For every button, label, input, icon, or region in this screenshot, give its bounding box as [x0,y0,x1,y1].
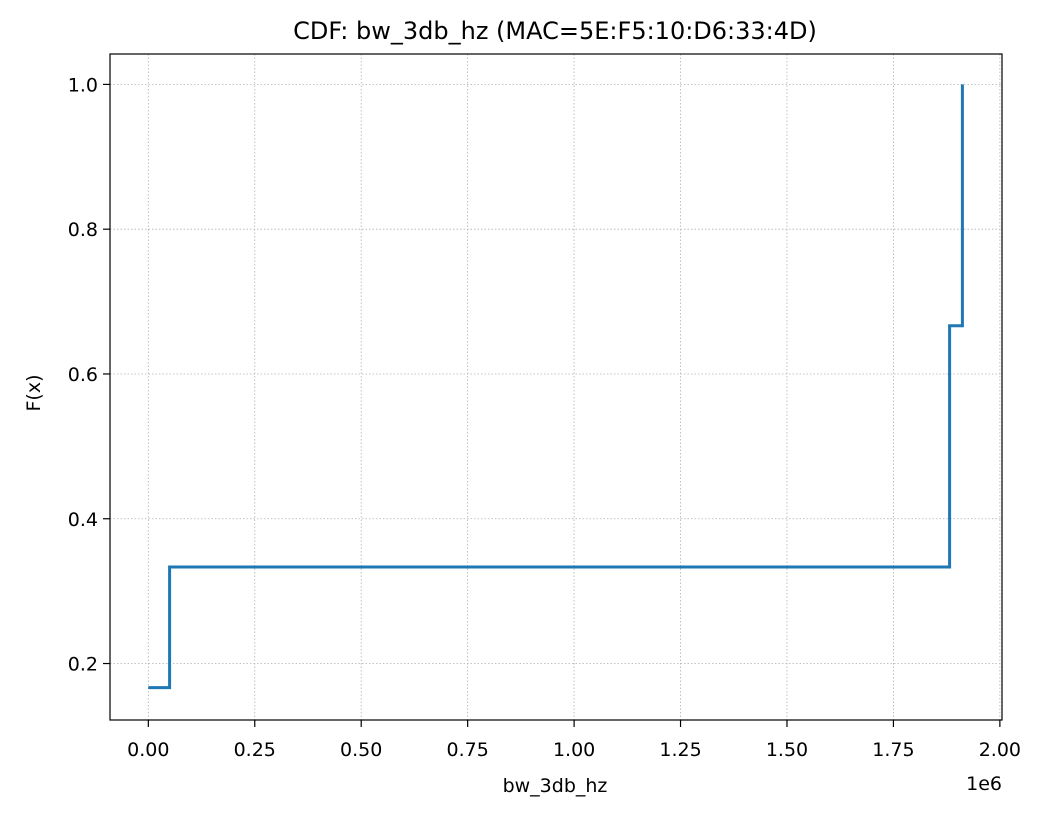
series-layer [148,84,964,690]
x-tick-label: 0.00 [127,739,169,761]
y-axis-label: F(x) [23,375,45,412]
y-tick-label: 0.4 [68,509,98,531]
plot-frame [109,53,1003,721]
x-tick-label: 2.00 [979,739,1021,761]
x-axis-offset-label: 1e6 [966,773,1002,795]
x-tick-label: 0.25 [234,739,276,761]
x-tick-label: 1.50 [766,739,808,761]
x-tick-label: 1.75 [872,739,914,761]
chart-title: CDF: bw_3db_hz (MAC=5E:F5:10:D6:33:4D) [293,17,817,45]
y-tick-label: 0.8 [68,219,98,241]
x-tick-label: 1.00 [553,739,595,761]
y-tick-label: 0.2 [68,654,98,676]
grid-lines [110,54,1002,720]
x-tick-label: 0.75 [446,739,488,761]
x-tick-label: 0.50 [340,739,382,761]
y-axis-ticks: 0.2 0.4 0.6 0.8 1.0 [68,74,110,676]
cdf-step-line [148,84,964,690]
y-tick-label: 1.0 [68,74,98,96]
x-axis-label: bw_3db_hz [503,775,608,797]
x-axis-ticks: 0.00 0.25 0.50 0.75 1.00 1.25 1.50 1.75 2.00 [127,720,1021,761]
x-tick-label: 1.25 [659,739,701,761]
y-tick-label: 0.6 [68,364,98,386]
